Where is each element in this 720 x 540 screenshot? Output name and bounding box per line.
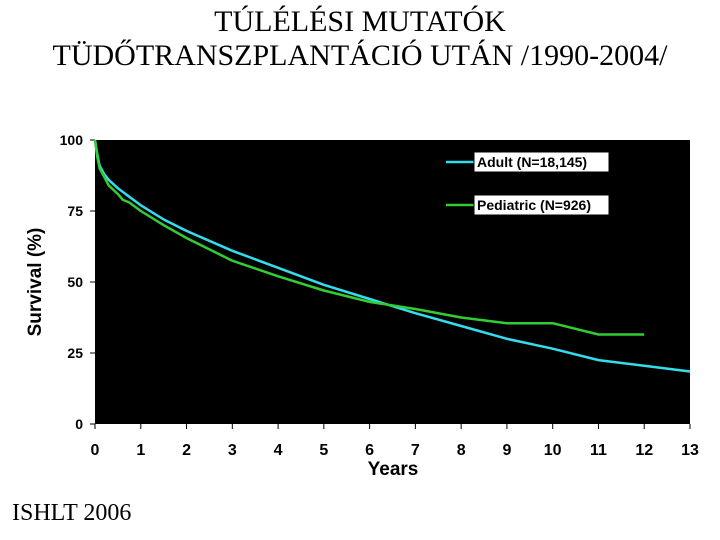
chart-title-line-1: TÚLÉLÉSI MUTATÓK (214, 5, 506, 38)
legend-label-box (473, 151, 610, 173)
chart-title-line-2: TÜDŐTRANSZPLANTÁCIÓ UTÁN /1990-2004/ (52, 39, 668, 72)
x-tick-label: 9 (502, 442, 511, 459)
y-tick-label: 25 (67, 345, 83, 361)
source-note: ISHLT 2006 (12, 500, 132, 526)
y-axis-label: Survival (%) (25, 228, 46, 337)
x-tick-label: 1 (136, 442, 145, 459)
series-line-0 (93, 139, 691, 373)
y-tick-label: 100 (60, 132, 84, 148)
y-tick-label: 50 (67, 274, 83, 290)
legend-label: Adult (N=18,145) (477, 154, 587, 170)
x-tick-label: 5 (319, 442, 328, 459)
x-tick-label: 13 (681, 442, 699, 459)
series-line-1 (93, 139, 645, 336)
x-tick-label: 0 (91, 442, 100, 459)
y-tick-label: 75 (67, 203, 83, 219)
plot-area (95, 140, 690, 424)
x-tick-label: 10 (544, 442, 562, 459)
x-tick-label: 11 (590, 442, 607, 459)
x-tick-label: 12 (635, 442, 653, 459)
series-lines (93, 139, 691, 373)
x-tick-label: 2 (182, 442, 191, 459)
x-tick-label: 7 (411, 442, 420, 459)
x-axis-label: Years (368, 459, 419, 480)
y-axis-ticks: 0 25 50 75 100 (60, 132, 95, 432)
x-tick-label: 3 (228, 442, 237, 459)
legend-label: Pediatric (N=926) (477, 197, 591, 213)
x-tick-label: 6 (365, 442, 374, 459)
x-axis-ticks: 0 1 2 3 4 5 6 7 8 9 10 11 12 13 (91, 424, 699, 459)
x-tick-label: 8 (457, 442, 466, 459)
y-tick-label: 0 (75, 416, 83, 432)
x-tick-label: 4 (274, 442, 283, 459)
legend: Adult (N=18,145) Pediatric (N=926) (446, 151, 610, 216)
legend-label-box (473, 194, 610, 216)
